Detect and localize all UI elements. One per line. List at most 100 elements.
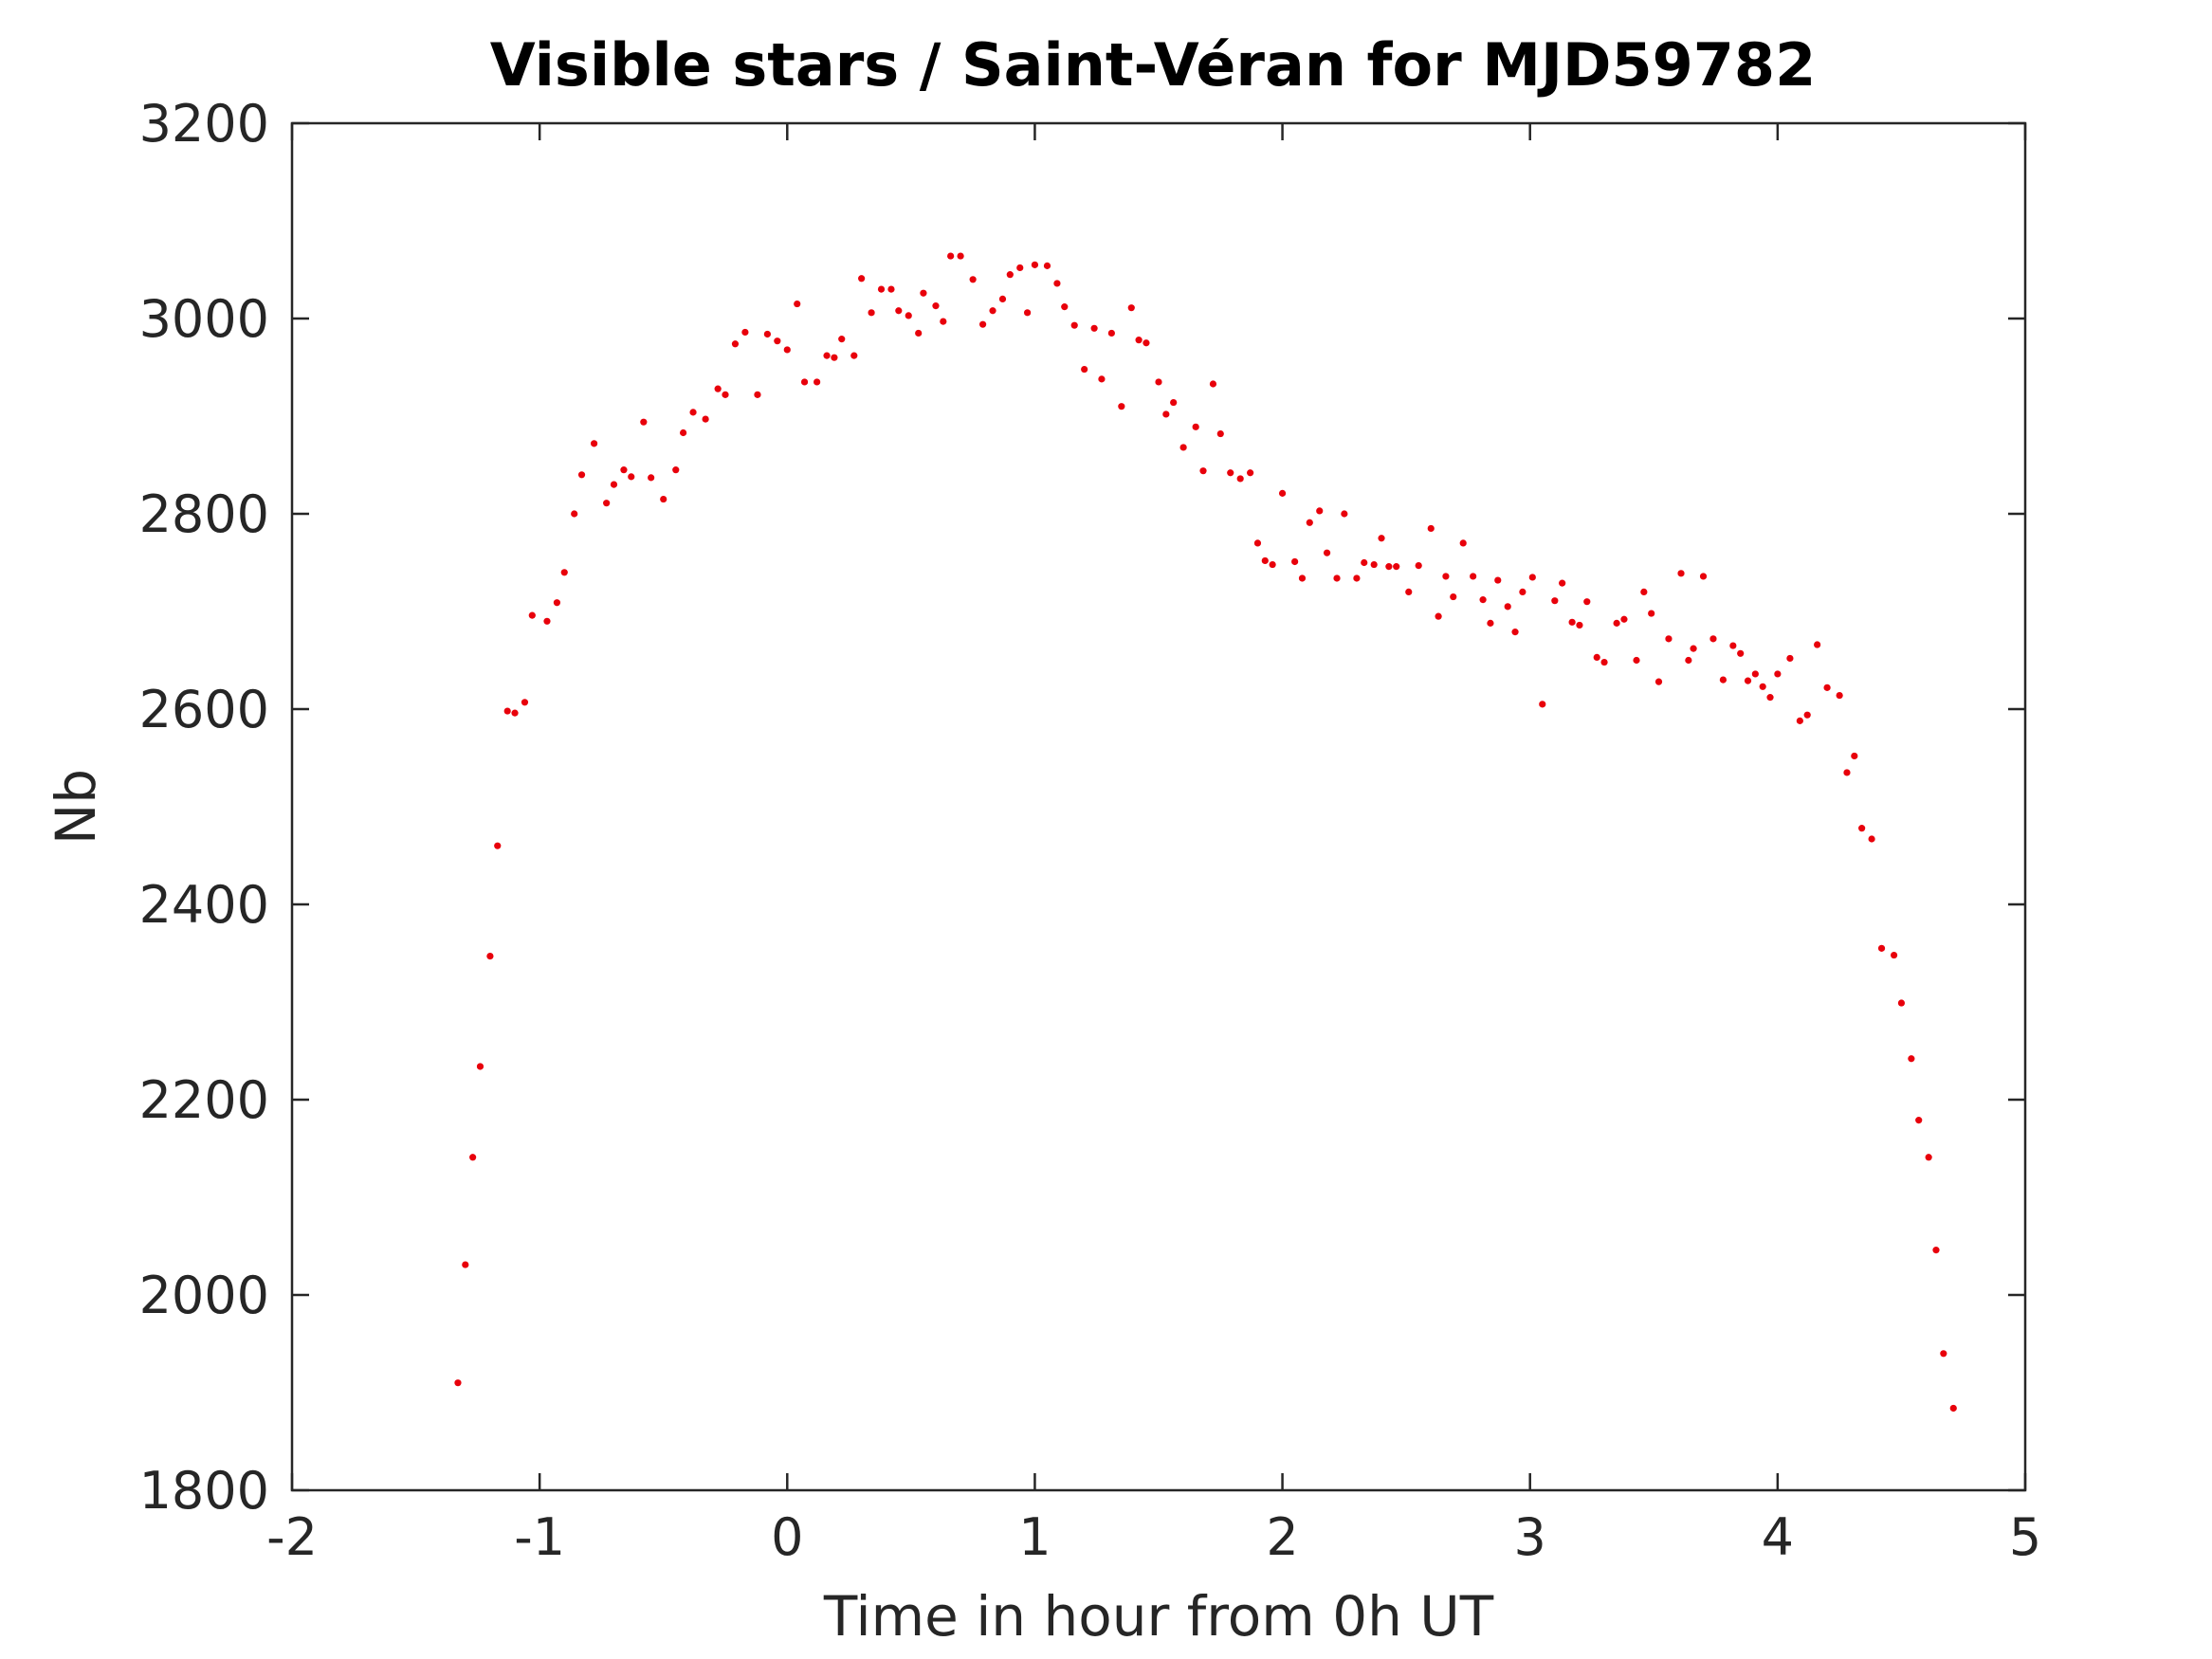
data-point	[1504, 603, 1511, 611]
data-point	[1908, 1055, 1915, 1063]
y-tick-label: 2200	[139, 1070, 269, 1130]
data-point	[1253, 539, 1262, 547]
data-point	[1890, 951, 1898, 959]
data-point	[553, 599, 561, 607]
data-point	[1442, 573, 1450, 580]
data-point	[1677, 570, 1685, 577]
data-point	[1915, 1117, 1923, 1124]
y-tick-label: 1800	[139, 1461, 269, 1521]
data-point	[1511, 629, 1519, 636]
data-point	[1269, 560, 1276, 569]
data-point	[454, 1379, 462, 1387]
x-tick-label: -2	[266, 1507, 318, 1567]
data-point	[1023, 309, 1032, 317]
data-point	[754, 391, 761, 398]
data-point	[850, 352, 858, 359]
x-tick-label: 2	[1266, 1507, 1298, 1567]
data-point	[1070, 321, 1078, 329]
data-point	[1613, 619, 1620, 627]
data-point	[1766, 694, 1774, 702]
data-point	[1699, 573, 1708, 580]
x-tick-label: -1	[514, 1507, 565, 1567]
data-point	[476, 1063, 484, 1070]
data-point	[969, 276, 977, 283]
data-point	[560, 569, 568, 576]
data-point	[1528, 574, 1536, 581]
data-point	[741, 328, 749, 337]
data-point	[1405, 588, 1413, 596]
data-point	[1858, 825, 1866, 832]
data-point	[628, 473, 635, 481]
data-point	[1648, 610, 1655, 617]
data-point	[1729, 642, 1737, 649]
data-point	[1016, 264, 1024, 272]
data-point	[1098, 375, 1106, 383]
data-point	[486, 952, 494, 960]
data-point	[1759, 683, 1766, 690]
data-point	[1949, 1404, 1957, 1413]
data-point	[868, 309, 875, 317]
data-point	[1118, 403, 1125, 410]
data-point	[503, 707, 511, 715]
y-axis-label: Nb	[44, 769, 108, 845]
data-point	[1479, 596, 1487, 604]
data-point	[800, 378, 809, 386]
data-point	[1415, 561, 1422, 570]
data-point	[1470, 573, 1477, 580]
data-point	[689, 409, 697, 416]
data-points	[454, 252, 1957, 1413]
data-point	[1090, 324, 1098, 332]
data-point	[1665, 635, 1673, 643]
data-point	[1216, 429, 1224, 438]
data-point	[620, 466, 628, 474]
data-point	[1043, 262, 1051, 269]
data-point	[915, 329, 923, 337]
data-point	[814, 378, 821, 386]
data-point	[511, 709, 519, 717]
data-point	[1786, 654, 1794, 663]
data-point	[1209, 380, 1217, 388]
data-point	[494, 842, 502, 849]
x-tick-label: 0	[771, 1507, 803, 1567]
y-tick-label: 3000	[139, 289, 269, 349]
data-point	[714, 385, 722, 392]
data-point	[1487, 619, 1494, 627]
data-point	[1298, 574, 1307, 582]
x-tick-label: 1	[1018, 1507, 1051, 1567]
data-point	[774, 337, 781, 345]
data-point	[823, 352, 831, 359]
data-point	[1393, 563, 1400, 571]
data-point	[920, 289, 927, 297]
data-point	[1925, 1154, 1932, 1161]
data-point	[1851, 752, 1858, 760]
data-point	[1192, 423, 1199, 430]
data-point	[1583, 598, 1591, 606]
data-point	[947, 252, 955, 260]
y-tick-label: 2800	[139, 484, 269, 544]
chart-title: Visible stars / Saint-Véran for MJD59782	[490, 30, 1816, 100]
y-tick-label: 2600	[139, 680, 269, 739]
data-point	[1751, 670, 1759, 678]
data-point	[1836, 691, 1843, 700]
x-tick-label: 4	[1762, 1507, 1794, 1567]
data-point	[1539, 701, 1546, 708]
data-point	[858, 275, 866, 283]
data-point	[1353, 574, 1361, 582]
data-point	[1247, 469, 1254, 477]
data-point	[1600, 658, 1608, 666]
data-point	[1803, 711, 1811, 719]
data-point	[1291, 557, 1299, 566]
data-point	[469, 1154, 477, 1161]
data-point	[1378, 535, 1385, 542]
data-point	[731, 340, 740, 348]
data-point	[648, 474, 655, 482]
data-point	[1576, 621, 1583, 629]
data-point	[1796, 717, 1803, 724]
data-point	[1333, 574, 1341, 582]
data-point	[1450, 592, 1457, 601]
data-point	[763, 330, 771, 338]
data-point	[1162, 410, 1170, 418]
data-point	[957, 252, 964, 260]
